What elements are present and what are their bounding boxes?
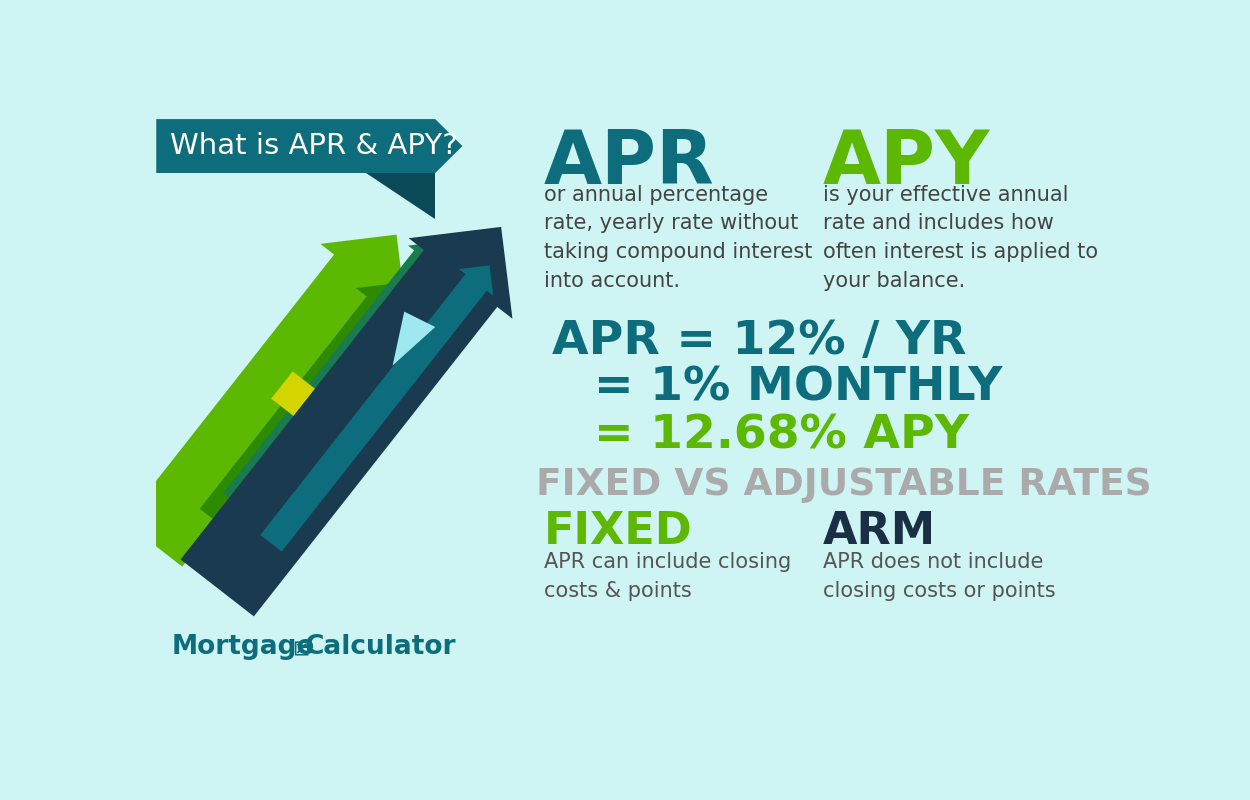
Text: FIXED: FIXED	[544, 510, 692, 554]
Polygon shape	[200, 281, 424, 544]
Text: APR does not include
closing costs or points: APR does not include closing costs or po…	[822, 552, 1055, 602]
Text: Calculator: Calculator	[305, 634, 456, 660]
Text: is your effective annual
rate and includes how
often interest is applied to
your: is your effective annual rate and includ…	[822, 185, 1098, 291]
Text: APY: APY	[822, 126, 990, 200]
Polygon shape	[156, 119, 462, 173]
Text: = 12.68% APY: = 12.68% APY	[594, 414, 969, 458]
Polygon shape	[392, 311, 435, 366]
Polygon shape	[180, 227, 512, 616]
Text: or annual percentage
rate, yearly rate without
taking compound interest
into acc: or annual percentage rate, yearly rate w…	[544, 185, 812, 291]
Text: APR: APR	[544, 126, 715, 200]
Text: ⊠: ⊠	[292, 640, 310, 660]
Polygon shape	[124, 234, 406, 566]
Text: FIXED VS ADJUSTABLE RATES: FIXED VS ADJUSTABLE RATES	[536, 467, 1151, 503]
Polygon shape	[365, 173, 435, 219]
Polygon shape	[271, 371, 326, 425]
Text: APR = 12% / YR: APR = 12% / YR	[551, 319, 966, 364]
Text: ARM: ARM	[822, 510, 936, 554]
Text: Mortgage: Mortgage	[171, 634, 315, 660]
Text: APR can include closing
costs & points: APR can include closing costs & points	[544, 552, 791, 602]
Polygon shape	[260, 266, 494, 551]
Text: What is APR & APY?: What is APR & APY?	[170, 132, 458, 160]
Text: = 1% MONTHLY: = 1% MONTHLY	[594, 366, 1003, 410]
Polygon shape	[224, 242, 439, 507]
